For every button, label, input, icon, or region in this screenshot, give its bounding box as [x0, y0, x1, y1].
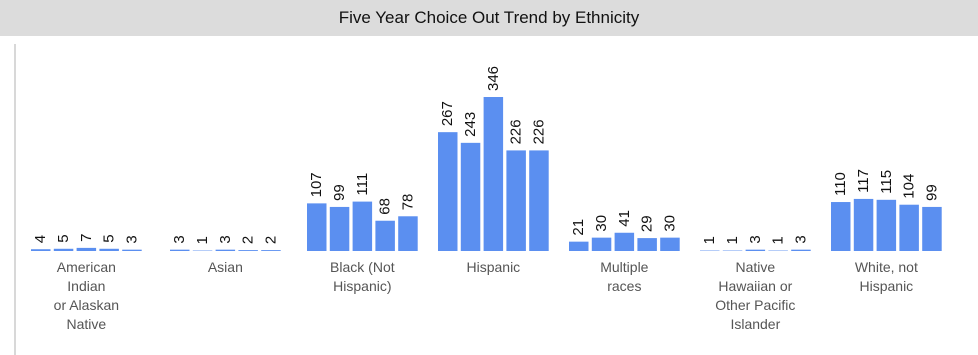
- bar-value-label: 117: [855, 169, 872, 193]
- bar: [215, 249, 236, 251]
- bar-value-label: 110: [832, 172, 849, 196]
- category-label: American: [57, 259, 116, 275]
- bar: [122, 249, 142, 251]
- bar-value-label: 99: [923, 184, 940, 201]
- bar-value-label: 226: [530, 119, 547, 144]
- category-label: Black (Not: [330, 259, 395, 275]
- category-label: Hispanic: [466, 259, 520, 275]
- category-label: Islander: [730, 316, 780, 332]
- bar-value-label: 3: [217, 235, 234, 243]
- category-label: Native: [67, 316, 107, 332]
- category-label: or Alaskan: [54, 297, 119, 313]
- bar: [31, 249, 51, 251]
- bar-value-label: 78: [399, 194, 416, 211]
- bar-value-label: 104: [901, 174, 918, 199]
- category-label: Hispanic: [859, 278, 913, 294]
- bar: [899, 204, 919, 251]
- bar: [307, 203, 327, 251]
- bar-value-label: 107: [308, 172, 325, 197]
- bar: [398, 216, 418, 251]
- bar: [483, 97, 504, 251]
- bar: [170, 249, 190, 251]
- category-label: Multiple: [600, 259, 648, 275]
- bar: [745, 249, 766, 251]
- bar: [660, 237, 680, 251]
- bar-value-label: 5: [101, 234, 118, 242]
- category-label: White, not: [855, 259, 918, 275]
- category-label: Indian: [67, 278, 105, 294]
- category-label: races: [607, 278, 641, 294]
- bar-value-label: 2: [240, 236, 257, 244]
- chart-title: Five Year Choice Out Trend by Ethnicity: [0, 0, 978, 36]
- bar-value-label: 226: [508, 119, 525, 144]
- category-label: Native: [736, 259, 776, 275]
- bar-value-label: 346: [485, 66, 502, 91]
- bar-value-label: 1: [770, 236, 787, 244]
- bar: [637, 238, 657, 251]
- bar-value-label: 3: [171, 235, 188, 243]
- bar-value-label: 21: [570, 219, 587, 236]
- bar-value-label: 7: [78, 234, 95, 242]
- bar: [460, 142, 481, 251]
- left-axis-line: [14, 44, 16, 355]
- bar-value-label: 115: [878, 170, 895, 194]
- bar: [438, 132, 458, 251]
- bar: [53, 248, 74, 251]
- bar-value-label: 30: [661, 215, 678, 232]
- category-label: Hawaiian or: [718, 278, 792, 294]
- bar: [569, 241, 589, 251]
- bar: [614, 232, 635, 251]
- bar-value-label: 29: [639, 215, 656, 232]
- bar-value-label: 68: [377, 198, 394, 215]
- bar-value-label: 3: [792, 235, 809, 243]
- bar: [352, 201, 373, 251]
- bar-value-label: 2: [262, 236, 279, 244]
- chart-area: 4 5 7 5 3 American Indian or Alaskan Native 3 1 3 2 2…: [0, 36, 978, 355]
- bar-value-label: 243: [462, 112, 479, 137]
- bar: [329, 206, 350, 251]
- bar-value-label: 30: [593, 215, 610, 232]
- bar: [261, 250, 281, 251]
- bar: [375, 220, 395, 251]
- bar-value-label: 5: [55, 234, 72, 242]
- bar: [591, 237, 612, 251]
- bar: [506, 150, 526, 251]
- bar-value-label: 1: [724, 236, 741, 244]
- bar-value-label: 3: [747, 235, 764, 243]
- bar: [791, 249, 811, 251]
- bar: [76, 247, 97, 251]
- bar: [853, 198, 874, 251]
- bar: [922, 206, 942, 251]
- bar-value-label: 1: [194, 236, 211, 244]
- category-label: Asian: [208, 259, 243, 275]
- bar-value-label: 99: [331, 184, 348, 201]
- bar-value-label: 41: [616, 210, 633, 227]
- bar: [831, 202, 851, 251]
- category-label: Other Pacific: [715, 297, 795, 313]
- bar: [529, 150, 549, 251]
- bar: [238, 250, 258, 251]
- bar-value-label: 3: [123, 235, 140, 243]
- bar-value-label: 1: [701, 236, 718, 244]
- bar-value-label: 4: [32, 235, 49, 243]
- bar: [876, 199, 897, 251]
- bar-value-label: 267: [439, 101, 456, 126]
- bar: [99, 248, 119, 251]
- category-label: Hispanic): [333, 278, 391, 294]
- bar-value-label: 111: [354, 173, 371, 196]
